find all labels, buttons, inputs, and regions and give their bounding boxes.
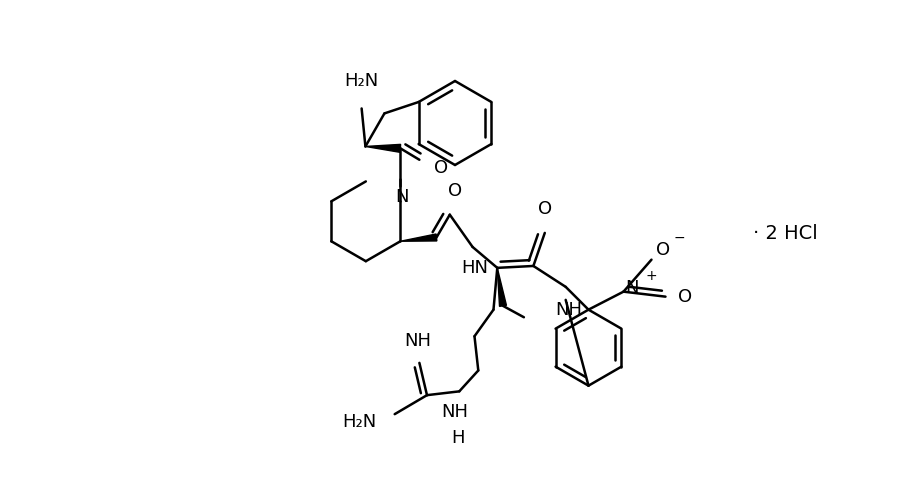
Text: O: O xyxy=(656,241,671,259)
Polygon shape xyxy=(366,144,401,152)
Text: H: H xyxy=(452,429,465,447)
Text: O: O xyxy=(538,200,552,218)
Text: H₂N: H₂N xyxy=(342,413,376,431)
Text: NH: NH xyxy=(555,301,582,319)
Text: N: N xyxy=(395,188,409,206)
Text: O: O xyxy=(679,287,692,305)
Text: NH: NH xyxy=(441,404,468,421)
Text: O: O xyxy=(448,182,462,200)
Text: NH: NH xyxy=(404,332,431,350)
Text: −: − xyxy=(673,231,685,244)
Polygon shape xyxy=(497,268,507,306)
Text: +: + xyxy=(645,269,657,283)
Text: O: O xyxy=(434,159,449,177)
Text: H₂N: H₂N xyxy=(345,72,379,90)
Text: HN: HN xyxy=(461,259,488,277)
Text: · 2 HCl: · 2 HCl xyxy=(753,224,817,243)
Text: N: N xyxy=(625,279,639,297)
Polygon shape xyxy=(400,234,437,241)
